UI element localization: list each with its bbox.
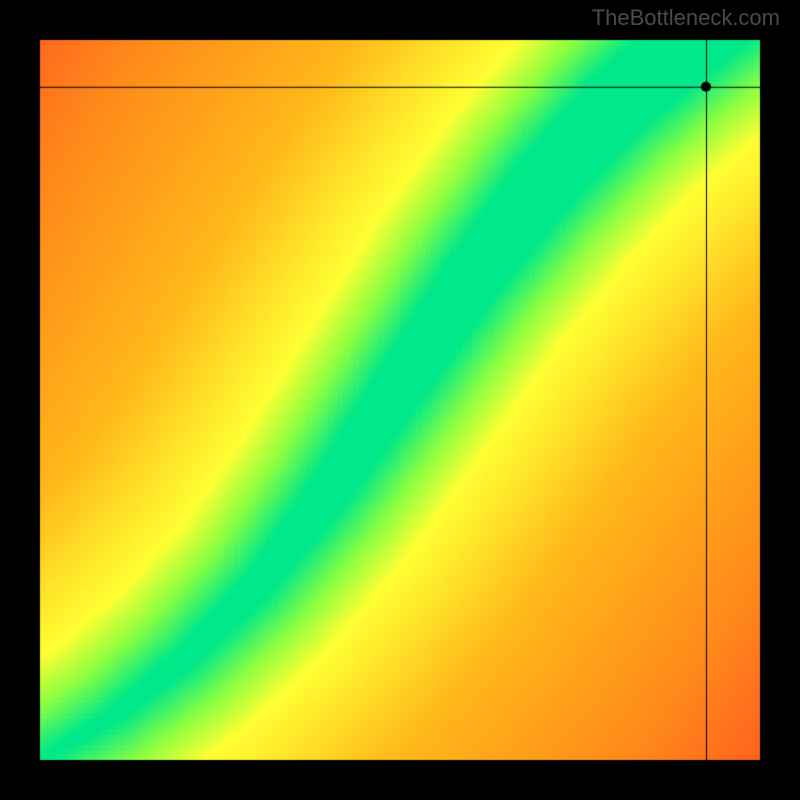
bottleneck-heatmap	[0, 0, 800, 800]
attribution-text: TheBottleneck.com	[592, 5, 780, 31]
